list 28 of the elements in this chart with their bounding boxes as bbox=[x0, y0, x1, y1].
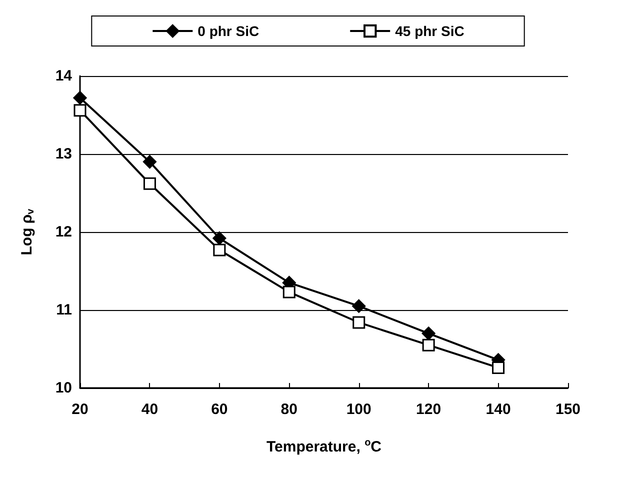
x-tick-label: 60 bbox=[211, 401, 228, 418]
x-tick-label: 150 bbox=[555, 401, 581, 418]
point bbox=[213, 244, 226, 256]
point bbox=[143, 177, 156, 190]
legend-label: 0 phr SiC bbox=[198, 23, 260, 39]
y-tick-label: 12 bbox=[55, 224, 72, 240]
x-tick-label: 20 bbox=[72, 401, 88, 418]
point bbox=[212, 231, 226, 245]
x-tick-label: 100 bbox=[346, 401, 372, 418]
x-tick-label: 80 bbox=[280, 401, 298, 418]
x-tick-label: 120 bbox=[416, 401, 442, 418]
point bbox=[352, 299, 366, 313]
point bbox=[282, 286, 296, 298]
point bbox=[73, 91, 87, 105]
point bbox=[422, 338, 435, 352]
point bbox=[74, 104, 86, 117]
y-tick-label: 10 bbox=[55, 380, 72, 396]
y-axis-title: Log ρv bbox=[18, 208, 36, 256]
point bbox=[142, 155, 156, 169]
y-tick-label: 14 bbox=[55, 68, 73, 84]
point bbox=[352, 316, 366, 329]
x-tick-label: 140 bbox=[486, 401, 511, 418]
y-tick-label: 11 bbox=[56, 302, 72, 318]
x-tick-label: 40 bbox=[141, 401, 158, 418]
legend-label: 45 phr SiC bbox=[395, 23, 464, 39]
point bbox=[422, 326, 436, 340]
y-tick-label: 13 bbox=[55, 146, 72, 162]
point bbox=[492, 361, 505, 374]
